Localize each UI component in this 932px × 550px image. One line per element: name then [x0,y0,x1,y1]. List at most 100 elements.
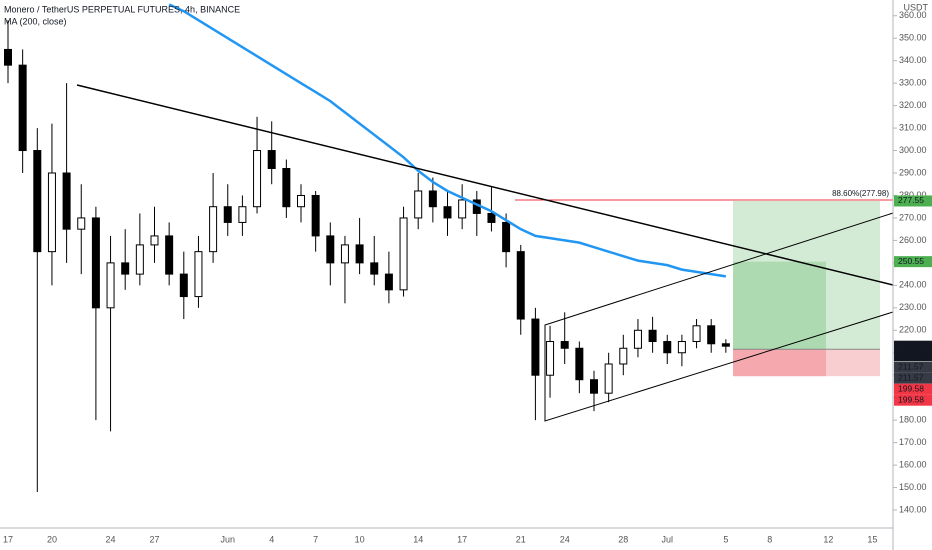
candle-body [150,235,159,246]
candle-body [165,235,174,275]
candle-body [267,150,276,170]
x-tick-label: 21 [516,534,526,544]
x-tick-label: 24 [560,534,570,544]
ma-line [168,3,727,278]
x-tick-label: 12 [823,534,833,544]
y-tick-label: 290.00 [899,167,927,177]
candle-body [311,194,320,237]
candle-body [238,206,247,223]
x-tick-label: 28 [618,534,628,544]
price-label: 250.55 [898,256,924,266]
y-tick-label: 160.00 [899,459,927,469]
candle-body [179,273,188,298]
y-tick-label: 300.00 [899,145,927,155]
loss-zone-strong [733,349,826,377]
y-tick-label: 220.00 [899,325,927,335]
candle-body [487,212,496,223]
x-tick-label: Jul [661,534,673,544]
price-label: 211.57 [898,361,924,371]
chart-title: Monero / TetherUS PERPETUAL FUTURES, 4h,… [4,4,240,14]
candle-body [77,217,86,230]
candle-body [91,217,100,309]
plot-area [4,3,893,493]
candle-body [253,150,262,208]
candle-body [663,341,672,354]
candle-body [33,150,42,253]
candle-body [546,341,555,376]
x-tick-label: 10 [355,534,365,544]
channel [544,212,893,422]
candle-body [516,251,525,320]
candle-body [326,235,335,264]
candle-body [648,329,657,343]
candle-body [297,194,305,208]
y-tick-label: 140.00 [899,504,927,514]
candle-body [633,329,642,349]
price-label: 199.58 [898,394,924,404]
candle-body [106,262,115,309]
candle-body [370,262,379,275]
currency: USDT [904,2,929,12]
candle-body [560,341,569,349]
indicator-label: MA (200, close) [4,16,67,26]
candle-body [677,341,686,354]
y-tick-label: 330.00 [899,78,927,88]
y-tick-label: 280.00 [899,190,927,200]
candle-body [590,379,598,394]
x-tick-label: 4 [269,534,274,544]
candle-body [62,172,71,230]
x-tick-label: 17 [3,534,13,544]
x-tick-label: 27 [149,534,159,544]
candle-body [502,221,511,253]
price-label: 277.55 [898,195,924,205]
candle-body [121,262,130,275]
y-tick-label: 270.00 [899,212,927,222]
y-tick-label: 320.00 [899,100,927,110]
candle-body [443,206,452,219]
y-tick-label: 180.00 [899,415,927,425]
fib-label: 88.60%(277.98) [832,189,889,198]
candle-body [414,190,423,219]
candle-body [692,325,701,343]
x-tick-label: Jun [220,534,235,544]
price-label-box [894,394,932,406]
candle-body [384,273,393,291]
candle-body [399,217,408,291]
x-tick-label: 5 [723,534,728,544]
y-tick-label: 170.00 [899,437,927,447]
price-label-box [894,361,932,373]
x-tick-label: 20 [47,534,57,544]
countdown-box [894,351,932,362]
trend-line [76,84,893,286]
candle-body [209,206,218,253]
y-tick-label: 340.00 [899,55,927,65]
candle-body [135,244,144,275]
y-tick-label: 240.00 [899,280,927,290]
x-tick-label: 15 [867,534,877,544]
candle-body [47,172,56,253]
y-tick-label: 310.00 [899,122,927,132]
candle-body [721,343,730,347]
y-tick-label: 260.00 [899,235,927,245]
profit-zone-partial [733,261,826,350]
y-tick-label: 350.00 [899,33,927,43]
price-label-box [894,340,932,352]
axes: 140.00150.00160.00170.00180.00190.00200.… [3,10,932,544]
candle-body [355,244,364,264]
y-tick-label: 150.00 [899,482,927,492]
candle-body [18,64,27,152]
price-label-box [894,383,932,395]
candle-body [458,199,467,219]
price-label: 199.58 [898,383,924,393]
candle-body [531,318,540,376]
candle-body [223,206,232,223]
price-label-box [894,256,932,268]
x-tick-label: 17 [457,534,467,544]
candle-body [707,325,716,345]
candle-body [428,190,437,208]
x-tick-label: 14 [413,534,423,544]
candle-body [282,168,291,208]
x-tick-label: 8 [767,534,772,544]
